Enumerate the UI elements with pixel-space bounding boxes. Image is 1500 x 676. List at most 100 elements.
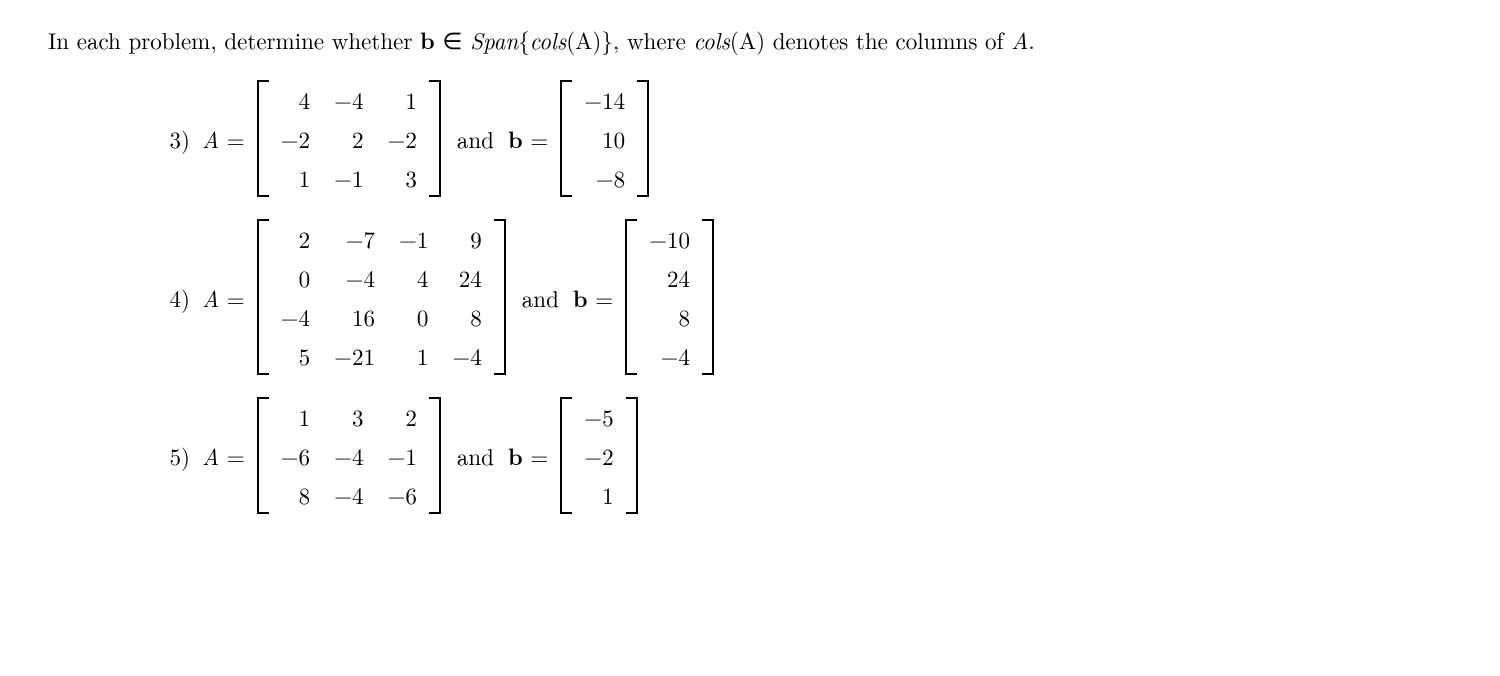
vector-b: −10248−4: [625, 219, 714, 375]
matrix-cell: 24: [637, 258, 702, 297]
matrix-cell: −14: [572, 80, 637, 119]
matrix-cell: −4: [637, 336, 702, 375]
matrix-cell: 1: [572, 475, 625, 514]
matrix-A: 132−6−4−18−4−6: [257, 397, 441, 514]
matrix-cell: −2: [375, 119, 428, 158]
bracket-left: [257, 80, 269, 197]
matrix-cell: 2: [322, 119, 375, 158]
matrix-row: −14: [572, 80, 637, 119]
bracket-right: [494, 219, 506, 375]
matrix-cell: −8: [572, 158, 637, 197]
bracket-right: [429, 80, 441, 197]
matrix-cell: −4: [322, 258, 387, 297]
matrix-A: 2−7−190−4424−416085−211−4: [257, 219, 506, 375]
matrix-row: 4−41: [269, 80, 429, 119]
matrix-cell: 1: [269, 397, 322, 436]
matrix-cell: 8: [637, 297, 702, 336]
bracket-left: [625, 219, 637, 375]
matrix-A-label: A =: [202, 122, 245, 155]
matrix-cell: −1: [387, 219, 440, 258]
bracket-left: [560, 397, 572, 514]
matrix-cell: −1: [322, 158, 375, 197]
matrix-row: 8−4−6: [269, 475, 429, 514]
problem-equation: A =132−6−4−18−4−6andb =−5−21: [202, 397, 640, 514]
matrix-row: −2: [572, 436, 625, 475]
matrix-cell: 2: [375, 397, 428, 436]
matrix-cell: −5: [572, 397, 625, 436]
matrix-row: 10: [572, 119, 637, 158]
matrix-cell: −21: [322, 336, 387, 375]
matrix-cell: 1: [387, 336, 440, 375]
matrix-cell: −4: [269, 297, 322, 336]
matrix-cell: −4: [440, 336, 493, 375]
matrix-cell: −1: [375, 436, 428, 475]
intro-mid2: , where: [613, 23, 694, 56]
intro-pre: In each problem, determine whether: [48, 23, 420, 56]
matrix-row: 132: [269, 397, 429, 436]
bracket-right: [429, 397, 441, 514]
matrix-cell: 0: [269, 258, 322, 297]
matrix-A-table: 4−41−22−21−13: [269, 80, 429, 197]
matrix-cell: 5: [269, 336, 322, 375]
matrix-cell: −4: [322, 80, 375, 119]
bracket-left: [257, 219, 269, 375]
matrix-cell: 4: [387, 258, 440, 297]
bracket-left: [257, 397, 269, 514]
and-label: and: [457, 122, 494, 155]
matrix-cell: 8: [440, 297, 493, 336]
matrix-cell: −2: [269, 119, 322, 158]
matrix-row: 5−211−4: [269, 336, 494, 375]
matrix-cell: 3: [375, 158, 428, 197]
matrix-A-label: A =: [202, 439, 245, 472]
matrix-row: −5: [572, 397, 625, 436]
matrix-cell: −4: [322, 436, 375, 475]
intro-cols2-arg: (A): [730, 23, 765, 56]
intro-brace-close: }: [601, 23, 613, 56]
problem-number: 3): [138, 122, 190, 155]
matrix-row: −6−4−1: [269, 436, 429, 475]
intro-cols: cols: [530, 23, 566, 56]
intro-brace-open: {: [518, 23, 530, 56]
vector-b-label: b =: [508, 439, 548, 472]
matrix-cell: 1: [375, 80, 428, 119]
intro-in: ∈: [435, 23, 470, 56]
matrix-cell: 24: [440, 258, 493, 297]
bracket-right: [626, 397, 638, 514]
instruction-text: In each problem, determine whether b ∈ S…: [48, 24, 1452, 56]
matrix-cell: 0: [387, 297, 440, 336]
matrix-A-table: 2−7−190−4424−416085−211−4: [269, 219, 494, 375]
matrix-row: 2−7−19: [269, 219, 494, 258]
vector-b-label: b =: [508, 122, 548, 155]
vector-b-table: −10248−4: [637, 219, 702, 375]
matrix-cell: 4: [269, 80, 322, 119]
matrix-row: 24: [637, 258, 702, 297]
matrix-row: −8: [572, 158, 637, 197]
matrix-cell: 3: [322, 397, 375, 436]
matrix-row: 0−4424: [269, 258, 494, 297]
matrix-row: 8: [637, 297, 702, 336]
problems-list: 3)A =4−41−22−21−13andb =−1410−84)A =2−7−…: [48, 80, 1452, 514]
bracket-right: [637, 80, 649, 197]
vector-b-table: −1410−8: [572, 80, 637, 197]
problem-3: 5)A =132−6−4−18−4−6andb =−5−21: [138, 397, 1452, 514]
matrix-cell: −7: [322, 219, 387, 258]
matrix-row: 1−13: [269, 158, 429, 197]
matrix-cell: −2: [572, 436, 625, 475]
matrix-A-table: 132−6−4−18−4−6: [269, 397, 429, 514]
problem-equation: A =2−7−190−4424−416085−211−4andb =−10248…: [202, 219, 716, 375]
matrix-cell: 2: [269, 219, 322, 258]
intro-mid3: denotes the columns of: [765, 23, 1011, 56]
matrix-cell: 9: [440, 219, 493, 258]
vector-b-label: b =: [573, 281, 613, 314]
matrix-A: 4−41−22−21−13: [257, 80, 441, 197]
vector-b: −5−21: [560, 397, 637, 514]
vector-b: −1410−8: [560, 80, 649, 197]
problem-1: 3)A =4−41−22−21−13andb =−1410−8: [138, 80, 1452, 197]
vector-b-table: −5−21: [572, 397, 625, 514]
matrix-row: −4: [637, 336, 702, 375]
matrix-row: 1: [572, 475, 625, 514]
matrix-row: −10: [637, 219, 702, 258]
bracket-right: [702, 219, 714, 375]
intro-span: Span: [470, 23, 518, 56]
matrix-cell: −4: [322, 475, 375, 514]
